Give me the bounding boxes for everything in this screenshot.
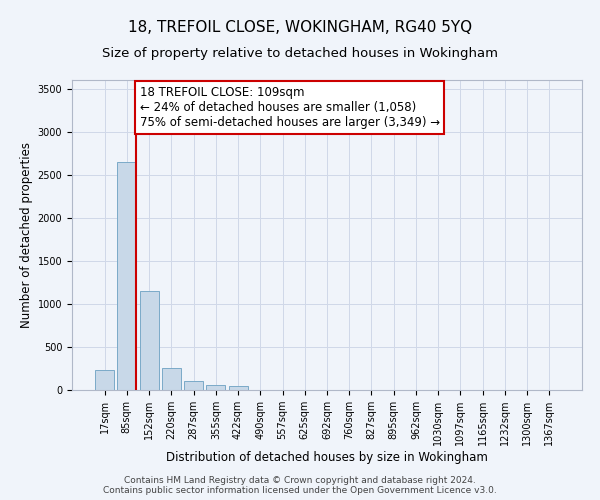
Text: Size of property relative to detached houses in Wokingham: Size of property relative to detached ho… <box>102 48 498 60</box>
Bar <box>184 382 203 390</box>
X-axis label: Distribution of detached houses by size in Wokingham: Distribution of detached houses by size … <box>166 451 488 464</box>
Bar <box>162 368 181 390</box>
Text: Contains HM Land Registry data © Crown copyright and database right 2024.
Contai: Contains HM Land Registry data © Crown c… <box>103 476 497 495</box>
Text: 18, TREFOIL CLOSE, WOKINGHAM, RG40 5YQ: 18, TREFOIL CLOSE, WOKINGHAM, RG40 5YQ <box>128 20 472 35</box>
Y-axis label: Number of detached properties: Number of detached properties <box>20 142 34 328</box>
Bar <box>206 386 225 390</box>
Bar <box>95 370 114 390</box>
Bar <box>229 386 248 390</box>
Bar <box>140 291 158 390</box>
Text: 18 TREFOIL CLOSE: 109sqm
← 24% of detached houses are smaller (1,058)
75% of sem: 18 TREFOIL CLOSE: 109sqm ← 24% of detach… <box>140 86 440 129</box>
Bar <box>118 162 136 390</box>
